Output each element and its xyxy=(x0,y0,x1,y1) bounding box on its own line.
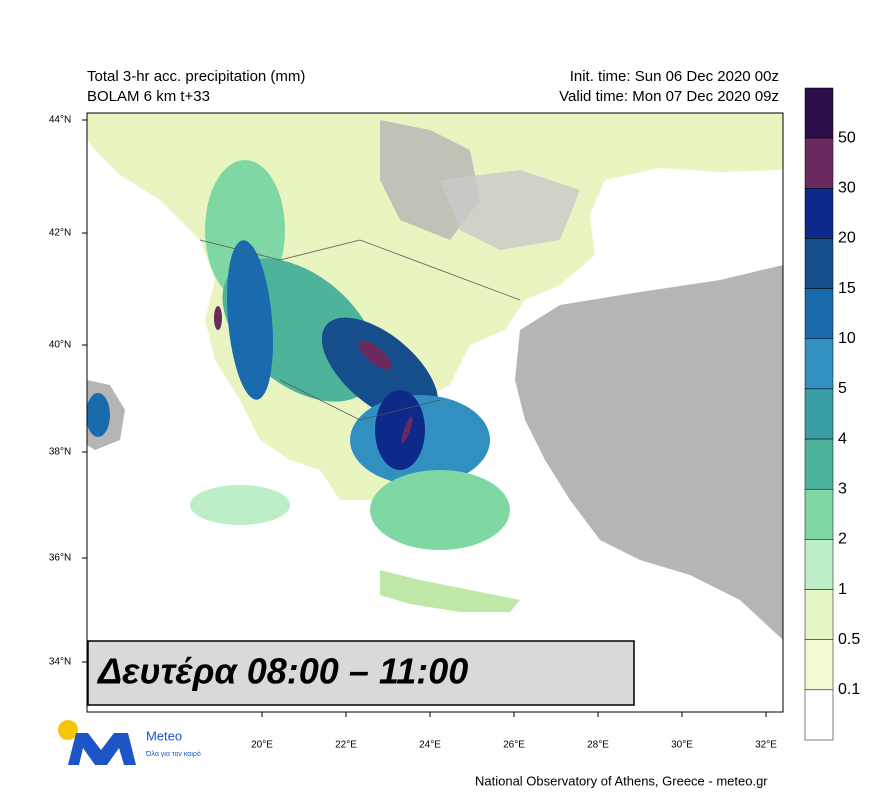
colorbar-label: 10 xyxy=(838,330,856,347)
longitude-label: 32°E xyxy=(755,740,777,751)
colorbar-label: 4 xyxy=(838,430,847,447)
logo-tagline: Όλα για τον καιρό xyxy=(145,750,201,758)
latitude-label: 36°N xyxy=(49,553,71,564)
logo-name: Meteo xyxy=(146,728,182,743)
colorbar-label: 30 xyxy=(838,180,856,197)
anatolia-land xyxy=(515,265,783,640)
colorbar-label: 15 xyxy=(838,280,856,297)
colorbar-segment xyxy=(804,87,834,139)
latitude-label: 44°N xyxy=(49,115,71,126)
colorbar-segment xyxy=(804,589,834,640)
colorbar-segment xyxy=(804,188,834,239)
valid-time: Valid time: Mon 07 Dec 2020 09z xyxy=(559,88,779,105)
longitude-label: 30°E xyxy=(671,740,693,751)
crete xyxy=(380,570,520,612)
precip-core xyxy=(358,340,392,370)
longitude-label: 28°E xyxy=(587,740,609,751)
colorbar-segment xyxy=(804,288,834,340)
borders xyxy=(199,239,521,421)
longitude-label: 22°E xyxy=(335,740,357,751)
footer-credit: National Observatory of Athens, Greece -… xyxy=(475,773,768,788)
colorbar-segment xyxy=(804,238,834,289)
precip-core xyxy=(214,306,222,330)
model-label: BOLAM 6 km t+33 xyxy=(87,88,210,105)
colorbar-label: 50 xyxy=(838,129,856,146)
colorbar-label: 5 xyxy=(838,380,847,397)
map xyxy=(87,113,783,712)
colorbar-segment xyxy=(804,488,834,540)
colorbar-label: 3 xyxy=(838,480,847,497)
colorbar-segment xyxy=(804,438,834,490)
precip-area xyxy=(227,240,273,400)
colorbar-segment xyxy=(804,689,834,741)
longitude-label: 24°E xyxy=(419,740,441,751)
precip-area xyxy=(370,470,510,550)
colorbar-label: 0.5 xyxy=(838,631,860,648)
longitude-label: 20°E xyxy=(251,740,273,751)
colorbar-label: 1 xyxy=(838,581,847,598)
latitude-label: 40°N xyxy=(49,340,71,351)
colorbar-segment xyxy=(804,338,834,390)
overlay-text: Δευτέρα 08:00 – 11:00 xyxy=(96,651,468,692)
overlay-box xyxy=(87,640,635,706)
latitude-label: 42°N xyxy=(49,228,71,239)
precip-area xyxy=(375,390,425,470)
colorbar-label: 0.1 xyxy=(838,681,860,698)
latitude-label: 38°N xyxy=(49,447,71,458)
map-frame xyxy=(86,112,784,713)
init-time: Init. time: Sun 06 Dec 2020 00z xyxy=(570,68,779,85)
precip-area xyxy=(87,393,110,437)
colorbar-label: 20 xyxy=(838,230,856,247)
longitude-label: 26°E xyxy=(503,740,525,751)
precip-area xyxy=(190,485,290,525)
latitude-label: 34°N xyxy=(49,657,71,668)
land-dry-area xyxy=(440,170,580,250)
logo-mark xyxy=(68,733,136,765)
title: Total 3-hr acc. precipitation (mm) xyxy=(87,68,305,85)
colorbar-label: 2 xyxy=(838,531,847,548)
logo-sun xyxy=(58,720,78,740)
colorbar-segment xyxy=(804,137,834,189)
colorbar-segment xyxy=(804,539,834,590)
colorbar-segment xyxy=(804,388,834,440)
colorbar-segment xyxy=(804,639,834,691)
precip-core xyxy=(401,416,413,444)
